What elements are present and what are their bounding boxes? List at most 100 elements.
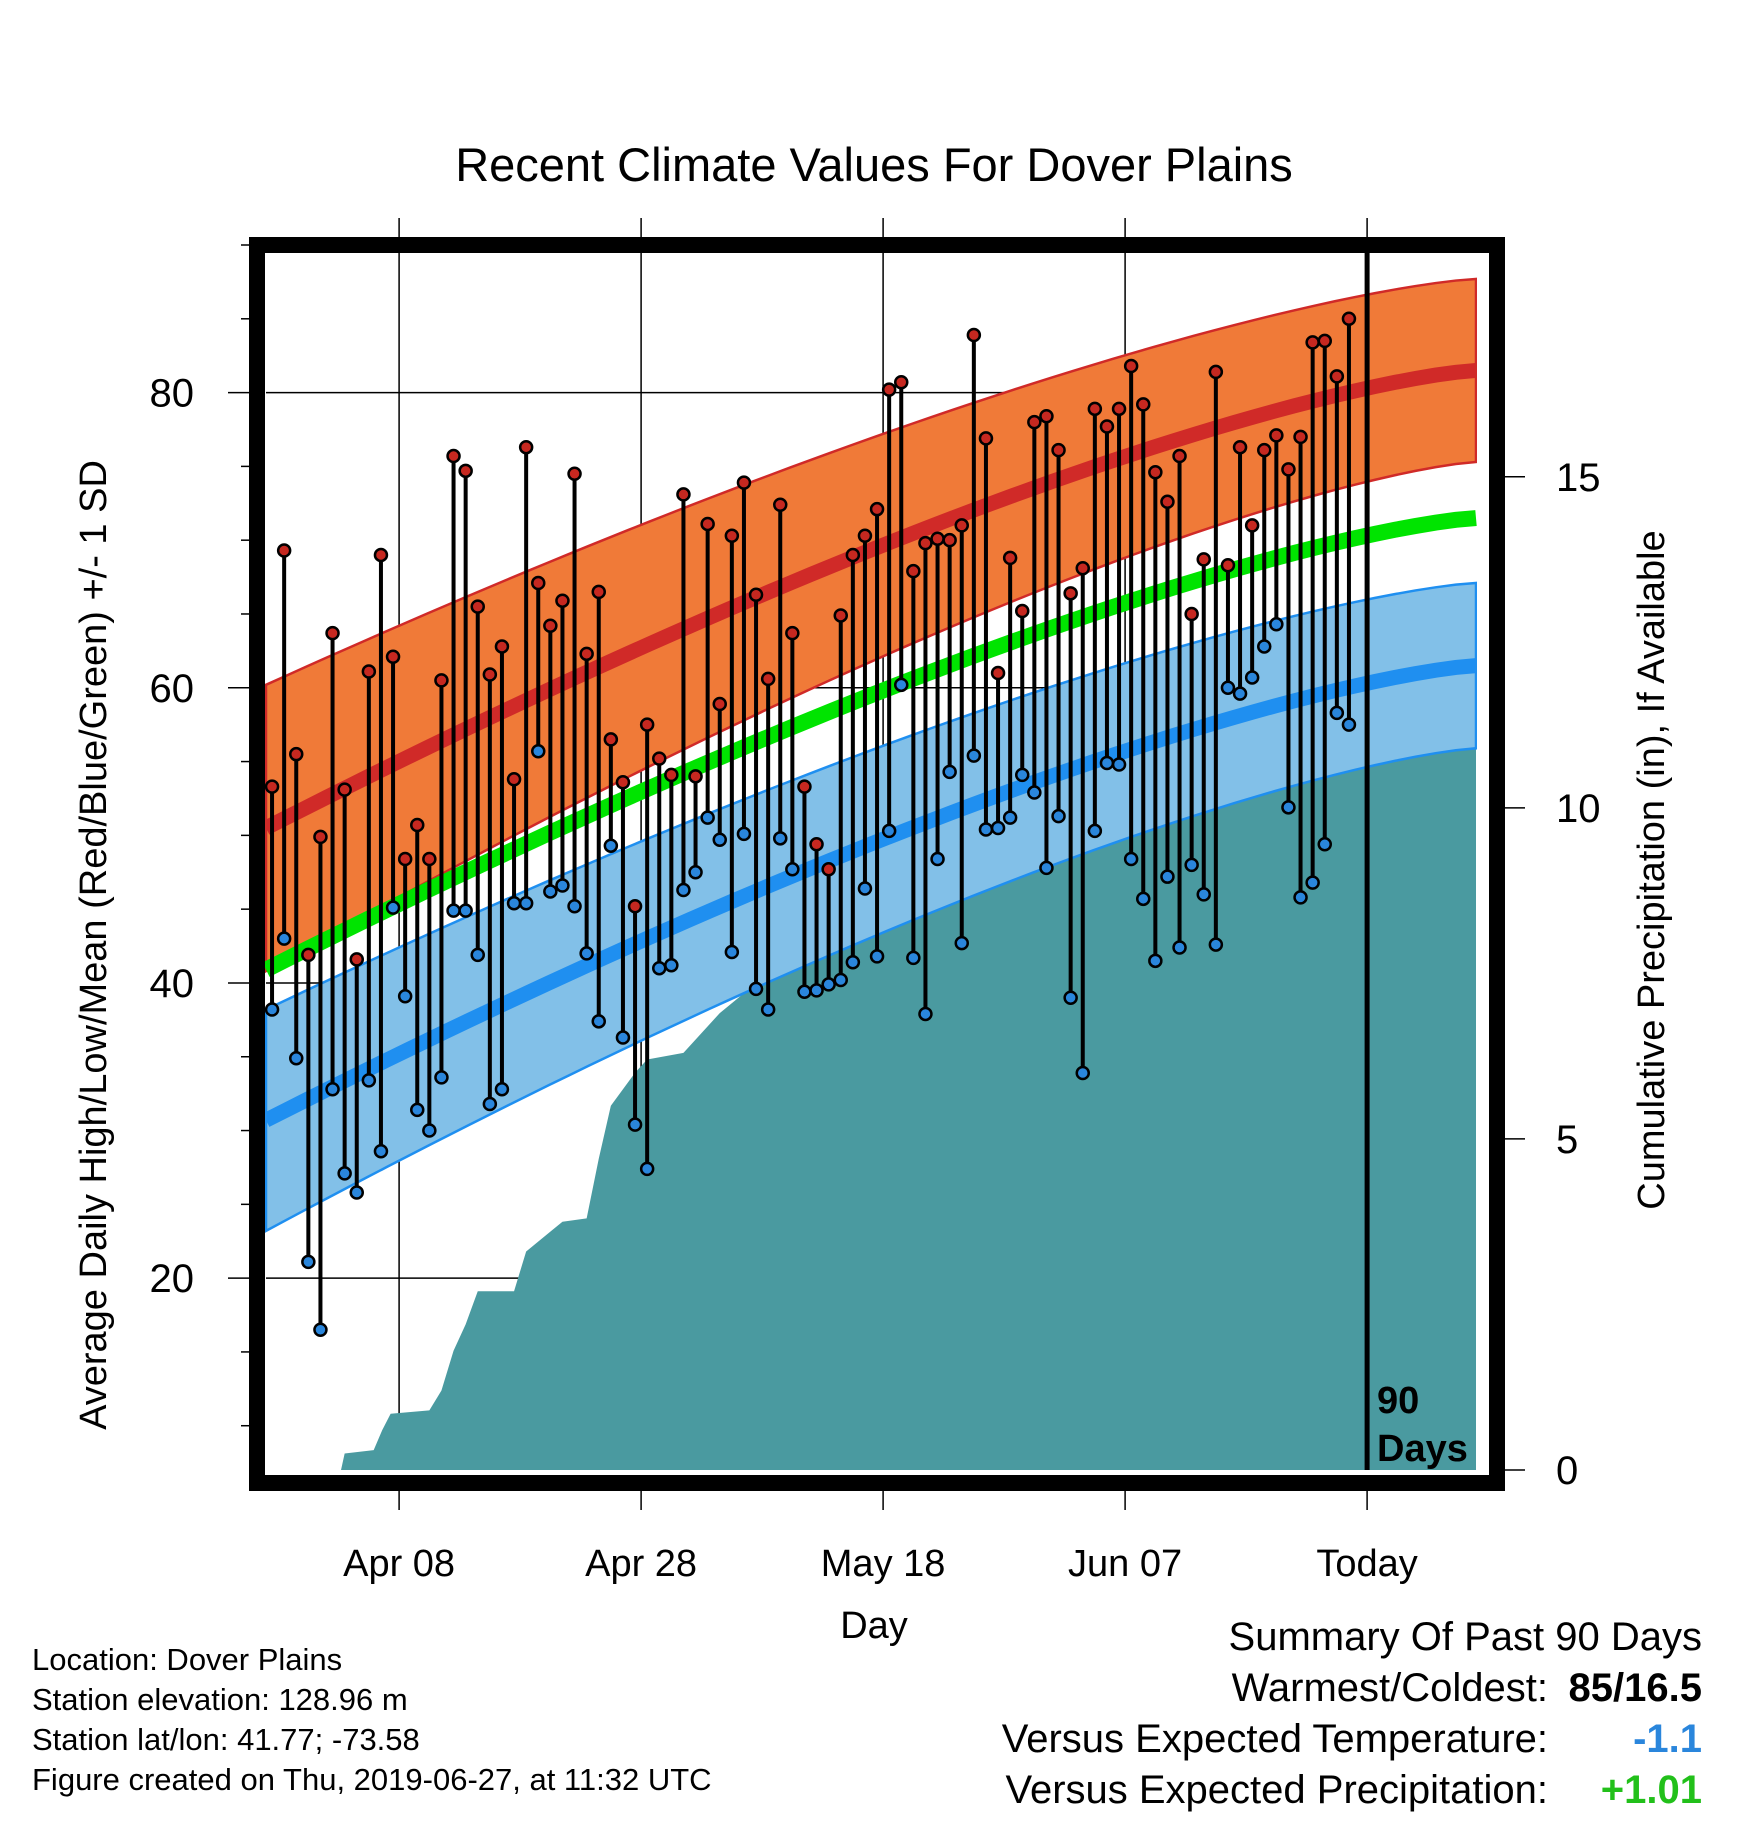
daily-low-point	[579, 946, 594, 961]
daily-high-point	[1160, 494, 1175, 510]
daily-high-point	[1099, 419, 1115, 434]
today-marker-label-days: Days	[1377, 1428, 1468, 1470]
daily-low-point	[422, 1123, 437, 1138]
daily-low-point	[264, 1002, 280, 1017]
daily-high-point	[712, 696, 727, 712]
chart-title: Recent Climate Values For Dover Plains	[455, 138, 1293, 191]
summary-heading: Summary Of Past 90 Days	[1228, 1615, 1702, 1659]
normal-mean-line	[262, 510, 1477, 977]
y-tick-label: 60	[150, 667, 195, 711]
daily-high-point	[1244, 518, 1260, 533]
daily-low-point	[603, 838, 619, 853]
daily-high-point	[1196, 552, 1211, 567]
daily-low-point	[373, 1143, 389, 1159]
daily-high-point	[361, 664, 377, 679]
daily-low-point	[881, 823, 897, 839]
daily-low-point	[1257, 639, 1272, 654]
x-tick-label: Apr 08	[343, 1543, 455, 1585]
plot-frame	[249, 237, 1505, 1491]
daily-low-point	[1244, 670, 1260, 685]
daily-high-point	[410, 817, 425, 833]
daily-high-point	[724, 528, 740, 544]
info-latlon: Station lat/lon: 41.77; -73.58	[32, 1722, 420, 1757]
daily-low-point	[325, 1081, 340, 1097]
daily-low-point	[1341, 717, 1357, 732]
normal-high-line	[262, 362, 1477, 835]
daily-high-point	[422, 851, 437, 867]
daily-low-point	[1317, 836, 1332, 852]
info-elevation: Station elevation: 128.96 m	[32, 1682, 408, 1717]
daily-low-point	[1208, 937, 1224, 952]
daily-low-point	[1087, 823, 1103, 839]
daily-low-point	[869, 949, 885, 964]
daily-high-point	[1220, 558, 1236, 573]
summary-warmest-coldest: Warmest/Coldest: 85/16.5	[1002, 1663, 1702, 1714]
daily-high-point	[688, 769, 703, 784]
daily-high-point	[1039, 408, 1054, 424]
daily-high-point	[1232, 439, 1248, 455]
daily-low-point	[276, 931, 292, 946]
daily-low-point	[289, 1050, 304, 1066]
daily-high-point	[506, 772, 522, 787]
daily-high-point	[990, 665, 1006, 681]
daily-low-point	[1099, 755, 1115, 771]
daily-high-point	[1184, 606, 1199, 622]
daily-low-point	[1305, 875, 1320, 890]
daily-high-point	[1172, 448, 1187, 464]
daily-low-point	[930, 851, 945, 867]
info-created: Figure created on Thu, 2019-06-27, at 11…	[32, 1762, 712, 1797]
normal-low-sd-band	[264, 581, 1477, 1233]
x-tick-label: May 18	[821, 1543, 946, 1585]
daily-low-point	[337, 1166, 352, 1181]
daily-low-point	[591, 1014, 606, 1029]
daily-high-point	[1269, 428, 1284, 443]
daily-low-point	[1051, 808, 1066, 824]
daily-low-point	[990, 820, 1006, 836]
daily-low-point	[712, 832, 727, 848]
summary-panel: Summary Of Past 90 Days Warmest/Coldest:…	[1002, 1612, 1702, 1816]
daily-high-point	[664, 767, 679, 783]
daily-high-point	[1341, 311, 1357, 327]
daily-low-point	[942, 764, 957, 780]
daily-high-point	[494, 639, 510, 654]
y2-tick-label: 15	[1556, 456, 1601, 500]
daily-low-point	[1039, 860, 1054, 876]
daily-low-point	[555, 878, 570, 893]
daily-high-point	[1136, 397, 1151, 412]
daily-low-point	[1123, 851, 1139, 867]
daily-high-point	[1293, 429, 1308, 445]
daily-low-point	[482, 1096, 498, 1112]
temp-anomaly-value: -1.1	[1633, 1717, 1702, 1761]
daily-high-point	[833, 608, 848, 623]
x-tick-label: Today	[1316, 1543, 1417, 1585]
daily-high-point	[1051, 442, 1066, 458]
daily-high-point	[942, 532, 957, 548]
y-tick-label: 80	[150, 372, 195, 416]
daily-low-point	[446, 903, 461, 918]
daily-high-point	[1027, 414, 1042, 430]
daily-low-point	[1329, 705, 1345, 721]
daily-low-point	[627, 1117, 643, 1132]
normal-low-line	[262, 658, 1477, 1127]
daily-high-point	[1111, 401, 1127, 417]
daily-high-point	[700, 516, 715, 532]
daily-low-point	[434, 1070, 449, 1085]
y-tick-label: 20	[150, 1257, 195, 1301]
daily-high-point	[1123, 358, 1139, 374]
daily-low-point	[1220, 680, 1236, 696]
daily-low-point	[639, 1161, 655, 1177]
y-tick-label: 40	[150, 962, 195, 1006]
y2-tick-label: 5	[1556, 1118, 1578, 1162]
daily-low-point	[397, 988, 413, 1004]
axis-ticks	[228, 218, 1525, 1510]
daily-high-point	[1305, 335, 1320, 350]
daily-high-point	[906, 563, 921, 579]
daily-low-point	[494, 1081, 510, 1097]
daily-high-point	[1329, 369, 1345, 384]
daily-low-point	[821, 977, 836, 992]
daily-high-point	[349, 952, 364, 967]
daily-high-point	[918, 535, 933, 551]
daily-high-point	[531, 575, 546, 591]
daily-high-point	[555, 593, 570, 608]
